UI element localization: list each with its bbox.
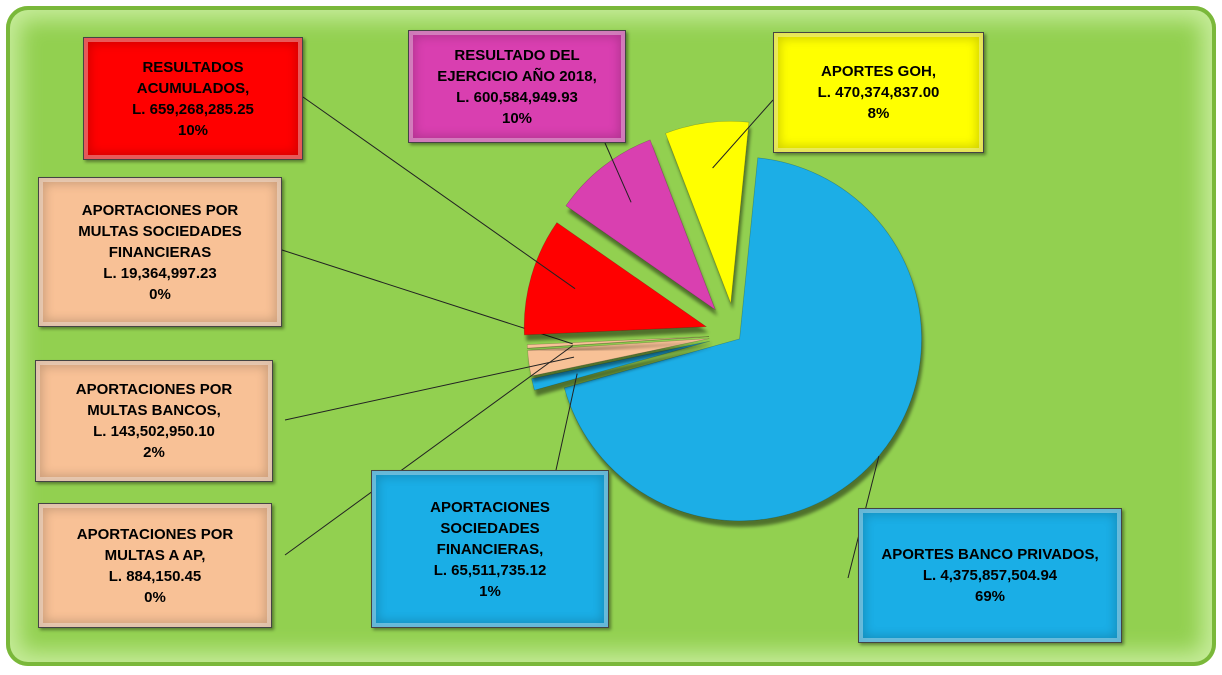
category-label: RESULTADO DEL EJERCICIO AÑO 2018, [437, 46, 597, 85]
value-label: L. 65,511,735.12 [433, 561, 547, 579]
data-label-box: APORTACIONES SOCIEDADES FINANCIERAS, L. 6… [371, 470, 609, 628]
percent-label: 10% [177, 121, 209, 139]
percent-label: 1% [479, 582, 501, 600]
value-label: L. 4,375,857,504.94 [922, 567, 1058, 584]
pie-slice [563, 157, 922, 522]
category-label: APORTACIONES SOCIEDADES FINANCIERAS, [430, 498, 550, 558]
data-label-box: RESULTADOS ACUMULADOS, L. 659,268,285.25 1… [83, 37, 303, 160]
pie-slice [565, 139, 716, 311]
value-label: L. 659,268,285.25 [132, 100, 254, 118]
category-label: APORTACIONES POR MULTAS SOCIEDADES FINAN… [78, 201, 242, 261]
percent-label: 2% [143, 444, 165, 461]
category-label: RESULTADOS ACUMULADOS, [136, 58, 250, 97]
data-label-box: APORTACIONES POR MULTAS BANCOS, L. 143,50… [35, 360, 273, 482]
percent-label: 0% [144, 588, 166, 606]
percent-label: 8% [867, 105, 890, 122]
leader-line [604, 142, 632, 203]
data-label-box: APORTACIONES POR MULTAS SOCIEDADES FINAN… [38, 177, 282, 327]
value-label: L. 884,150.45 [108, 567, 202, 585]
leader-line [555, 373, 578, 471]
value-label: L. 143,502,950.10 [93, 423, 215, 440]
data-label-box: APORTES BANCO PRIVADOS, L. 4,375,857,504.… [858, 508, 1122, 643]
leader-line [712, 99, 774, 169]
pie-slice [526, 336, 710, 349]
value-label: L. 19,364,997.23 [103, 264, 217, 282]
leader-line [284, 345, 574, 556]
category-label: APORTACIONES POR MULTAS BANCOS, [75, 381, 233, 419]
pie-slice [665, 121, 750, 304]
percent-label: 0% [149, 285, 171, 303]
data-label-box: APORTACIONES POR MULTAS A AP, L. 884,150.… [38, 503, 272, 628]
data-label-box: APORTES GOH, L. 470,374,837.00 8% [773, 32, 984, 153]
category-label: APORTACIONES POR MULTAS A AP, [76, 525, 234, 564]
leader-line [284, 356, 575, 421]
percent-label: 69% [974, 588, 1006, 605]
category-label: APORTES GOH, [820, 63, 936, 80]
pie-slice [523, 222, 708, 336]
data-label-box: RESULTADO DEL EJERCICIO AÑO 2018, L. 600,… [408, 30, 626, 143]
percent-label: 10% [501, 109, 533, 127]
leader-line [302, 96, 576, 290]
value-label: L. 600,584,949.93 [456, 88, 578, 106]
value-label: L. 470,374,837.00 [817, 84, 940, 101]
category-label: APORTES BANCO PRIVADOS, [881, 546, 1099, 563]
